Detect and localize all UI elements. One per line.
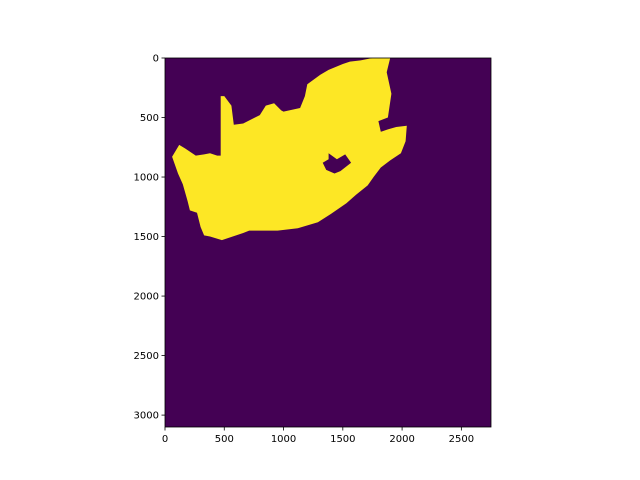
x-tick-label: 1000 — [271, 434, 296, 445]
y-axis: 0 500 1000 1500 2000 2500 3000 — [134, 54, 165, 422]
x-tick-label: 1500 — [330, 434, 355, 445]
country-mask — [172, 58, 407, 241]
x-axis: 0 500 1000 1500 2000 2500 — [162, 427, 474, 445]
plot-area — [165, 58, 491, 427]
axes-frame — [164, 57, 492, 428]
x-tick-label: 500 — [215, 434, 234, 445]
y-tick-label: 500 — [140, 113, 159, 124]
y-tick-label: 0 — [153, 54, 159, 65]
y-tick-label: 1500 — [134, 232, 159, 243]
y-tick-label: 3000 — [134, 411, 159, 422]
y-tick-label: 2000 — [134, 292, 159, 303]
y-tick-label: 2500 — [134, 351, 159, 362]
x-tick-label: 2000 — [389, 434, 414, 445]
x-tick-label: 0 — [162, 434, 168, 445]
y-tick-label: 1000 — [134, 173, 159, 184]
x-tick-label: 2500 — [449, 434, 474, 445]
